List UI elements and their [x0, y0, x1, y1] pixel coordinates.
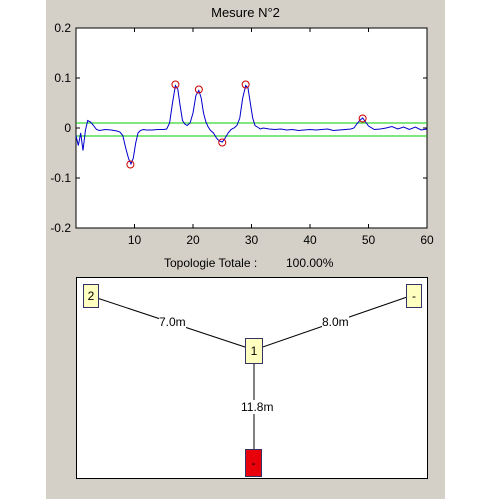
peak-marker-2: [194, 85, 203, 94]
x-tick-label-2: 30: [245, 233, 259, 247]
node-2[interactable]: 2: [83, 284, 99, 308]
peak-marker-0: [126, 160, 135, 169]
x-tick-label-1: 20: [186, 233, 200, 247]
plot-title: Mesure N°2: [211, 5, 280, 20]
peak-marker-4: [241, 80, 250, 89]
topology-label: Topologie Totale :: [164, 256, 258, 270]
x-tick-label-4: 50: [362, 233, 376, 247]
topology-diagram: 7.0m 8.0m 11.8m 2 - 1 -: [76, 277, 428, 479]
y-tick-label-2: 0: [64, 121, 71, 135]
edge-label-7m: 7.0m: [159, 315, 186, 329]
x-tick-label-0: 10: [128, 233, 142, 247]
edge-label-11-8m: 11.8m: [241, 400, 274, 414]
y-tick-label-4: -0.2: [50, 221, 71, 235]
peak-marker-5: [358, 114, 367, 123]
right-margin: [445, 0, 499, 499]
measurement-chart: 10 20 30 40 50 60 0.2 0.1 0 -0.1 -0.2: [50, 21, 434, 247]
y-tick-label-0: 0.2: [54, 21, 71, 35]
left-margin: [0, 0, 46, 499]
diagram-lines: [90, 295, 411, 464]
node-right[interactable]: -: [406, 284, 422, 308]
peak-marker-3: [218, 138, 227, 147]
y-tick-label-3: -0.1: [50, 171, 71, 185]
edge-label-8m: 8.0m: [322, 315, 349, 329]
plot-area: [75, 27, 428, 229]
node-bottom[interactable]: -: [245, 449, 262, 477]
peak-marker-1: [171, 80, 180, 89]
x-tick-label-3: 40: [303, 233, 317, 247]
y-tick-label-1: 0.1: [54, 71, 71, 85]
x-tick-label-5: 60: [420, 233, 434, 247]
node-1[interactable]: 1: [245, 338, 263, 364]
topology-value: 100.00%: [286, 256, 334, 270]
